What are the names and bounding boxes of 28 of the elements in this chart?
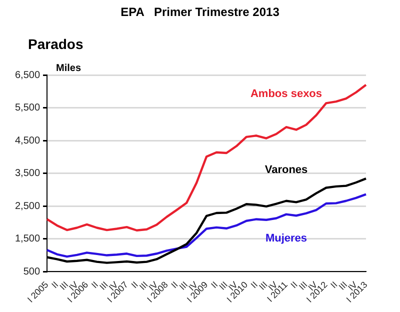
y-tick-label: 5,500 [14,102,40,114]
x-tick-label: III [177,280,190,292]
chart-subtitle: Parados [28,36,84,52]
x-tick-label: II [129,280,140,290]
x-tick-label: II [89,280,100,290]
x-tick-label: II [248,280,260,290]
series-label: Mujeres [265,232,308,244]
x-tick-label: II [169,280,180,290]
x-tick-label: II [50,280,60,290]
y-tick-label: 2,500 [14,200,40,212]
chart-title: EPA Primer Trimestre 2013 [120,5,280,19]
y-tick-label: 500 [23,266,40,278]
x-tick-label: III [137,280,150,292]
x-tick-label: III [257,280,270,292]
series-label: Varones [264,164,308,176]
x-tick-label: II [288,280,300,290]
x-tick-label: III [217,280,230,292]
x-tick-label: III [296,280,310,292]
y-tick-label: 3,500 [14,168,40,180]
y-tick-label: 6,500 [14,70,40,81]
x-tick-label: III [336,280,350,292]
y-tick-label: 4,500 [14,135,40,146]
x-tick-label: II [209,280,220,290]
series-label: Ambos sexos [250,88,322,100]
y-axis-title: Miles [56,63,82,74]
x-tick-label: III [58,280,70,292]
x-tick-label: II [328,280,340,290]
y-tick-label: 1,500 [14,234,40,245]
